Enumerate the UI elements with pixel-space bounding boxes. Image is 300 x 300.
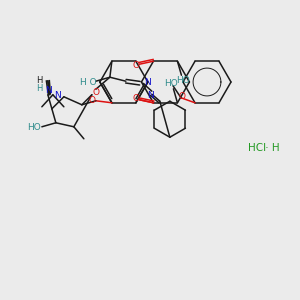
Text: O: O [178, 92, 185, 101]
Text: N: N [46, 86, 52, 95]
Text: H: H [37, 84, 43, 93]
Text: N: N [148, 91, 154, 100]
Text: HO: HO [27, 123, 41, 132]
Text: N: N [54, 91, 61, 100]
Text: H O: H O [80, 78, 96, 87]
Text: O: O [133, 94, 140, 103]
Text: HCl: HCl [248, 143, 266, 153]
Text: HO: HO [177, 76, 190, 85]
Text: HO: HO [165, 79, 178, 88]
Text: H: H [37, 76, 43, 85]
Text: O: O [92, 88, 99, 97]
Text: O: O [88, 96, 95, 105]
Text: N: N [144, 78, 151, 87]
Text: · H: · H [262, 143, 280, 153]
Text: O: O [133, 61, 140, 70]
